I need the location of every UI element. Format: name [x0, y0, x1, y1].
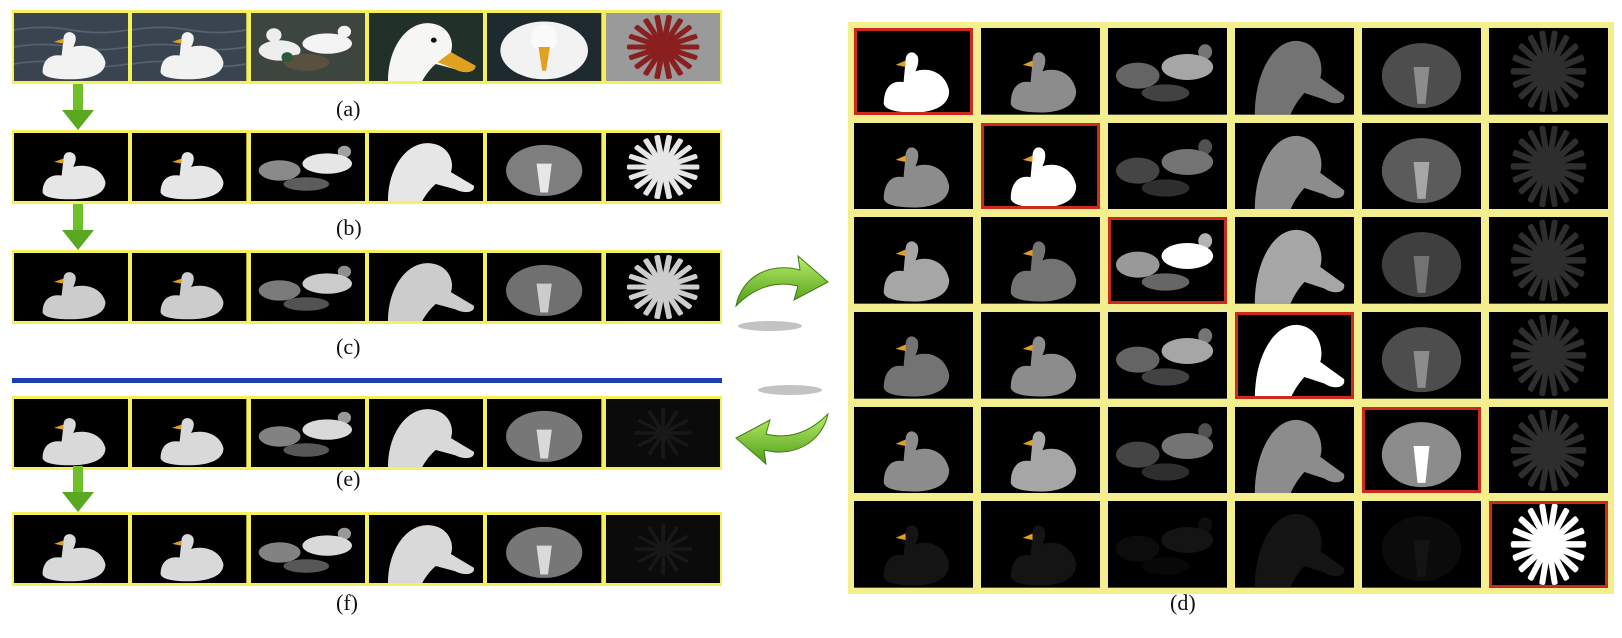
strip-e-image-4	[368, 399, 484, 467]
grid-cell-r5-c5	[1362, 406, 1481, 494]
strip-e	[12, 396, 722, 470]
grid-cell-r6-c3	[1108, 501, 1227, 588]
strip-a-image-6	[605, 13, 720, 81]
strip-f-image-5	[487, 515, 602, 583]
grid-cell-r3-c3	[1108, 217, 1227, 304]
caption-f: (f)	[336, 590, 358, 615]
strip-b-image-6	[605, 133, 720, 201]
grid-cell-r4-c3	[1108, 311, 1227, 399]
strip-a-image-3	[250, 13, 365, 81]
grid-cell-r2-c4	[1235, 122, 1354, 210]
strip-c-image-3	[250, 253, 365, 321]
grid-cell-r6-c2	[981, 501, 1100, 588]
strip-f-image-3	[250, 515, 365, 583]
grid-cell-r6-c6	[1489, 501, 1608, 588]
strip-b-image-5	[487, 133, 602, 201]
grid-cell-r4-c2	[981, 311, 1100, 399]
grid-cell-r6-c5	[1362, 501, 1481, 588]
down-arrow-icon-e-f	[62, 466, 94, 512]
grid-cell-r4-c5	[1362, 311, 1481, 399]
grid-cell-r1-c5	[1362, 28, 1481, 115]
grid-cell-r3-c6	[1489, 217, 1608, 304]
down-arrow-icon-a-b	[62, 84, 94, 130]
strip-b	[12, 130, 722, 204]
strip-f-image-2	[132, 515, 247, 583]
caption-e: (e)	[336, 466, 361, 491]
grid-cell-r2-c6	[1489, 122, 1608, 210]
grid-cell-r3-c5	[1362, 217, 1481, 304]
caption-a: (a)	[336, 96, 361, 121]
grid-cell-r2-c3	[1108, 122, 1227, 210]
grid-cell-r6-c4	[1235, 501, 1354, 588]
down-arrow-icon-b-c	[62, 204, 94, 250]
strip-c-image-2	[132, 253, 247, 321]
grid-cell-r5-c2	[981, 406, 1100, 494]
grid-cell-r3-c1	[854, 217, 973, 304]
strip-f-image-4	[368, 515, 484, 583]
grid-cell-r1-c3	[1108, 28, 1227, 115]
grid-cell-r6-c1	[854, 501, 973, 588]
grid-cell-r2-c1	[854, 122, 973, 210]
caption-c: (c)	[336, 334, 361, 359]
strip-a-image-4	[368, 13, 484, 81]
curved-arrow-left-icon	[735, 385, 829, 466]
similarity-grid-frame	[848, 22, 1614, 594]
strip-f	[12, 512, 722, 586]
strip-c-image-6	[605, 253, 720, 321]
grid-cell-r4-c1	[854, 311, 973, 399]
caption-b: (b)	[336, 215, 362, 240]
strip-b-image-4	[368, 133, 484, 201]
strip-f-image-6	[605, 515, 720, 583]
strip-a	[12, 10, 722, 84]
strip-e-image-6	[605, 399, 720, 467]
curved-arrow-right-icon	[735, 254, 829, 331]
grid-cell-r5-c4	[1235, 406, 1354, 494]
grid-cell-r1-c1	[854, 28, 973, 115]
separator-line	[12, 378, 722, 383]
strip-c-image-1	[14, 253, 129, 321]
strip-e-image-3	[250, 399, 365, 467]
strip-b-image-2	[132, 133, 247, 201]
grid-cell-r2-c5	[1362, 122, 1481, 210]
grid-cell-r3-c2	[981, 217, 1100, 304]
grid-cell-r1-c2	[981, 28, 1100, 115]
caption-d: (d)	[1170, 590, 1196, 615]
similarity-grid	[854, 28, 1608, 588]
grid-cell-r1-c6	[1489, 28, 1608, 115]
grid-cell-r3-c4	[1235, 217, 1354, 304]
strip-e-image-1	[14, 399, 129, 467]
grid-cell-r2-c2	[981, 122, 1100, 210]
grid-cell-r5-c6	[1489, 406, 1608, 494]
strip-a-image-2	[132, 13, 247, 81]
strip-c	[12, 250, 722, 324]
strip-a-image-5	[487, 13, 602, 81]
grid-cell-r1-c4	[1235, 28, 1354, 115]
strip-c-image-5	[487, 253, 602, 321]
grid-cell-r4-c4	[1235, 311, 1354, 399]
strip-b-image-1	[14, 133, 129, 201]
grid-cell-r5-c1	[854, 406, 973, 494]
strip-c-image-4	[368, 253, 484, 321]
strip-f-image-1	[14, 515, 129, 583]
grid-cell-r5-c3	[1108, 406, 1227, 494]
strip-b-image-3	[250, 133, 365, 201]
strip-a-image-1	[14, 13, 129, 81]
grid-cell-r4-c6	[1489, 311, 1608, 399]
strip-e-image-5	[487, 399, 602, 467]
strip-e-image-2	[132, 399, 247, 467]
